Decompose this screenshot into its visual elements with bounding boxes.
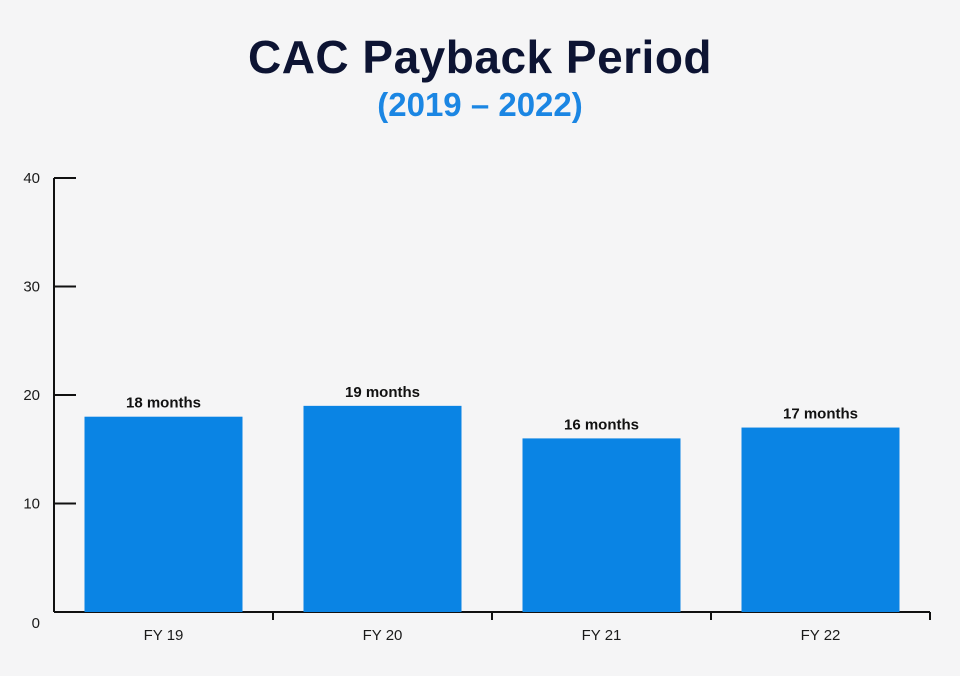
chart-title: CAC Payback Period <box>247 31 713 83</box>
y-tick-label: 10 <box>23 496 40 513</box>
chart-subtitle: (2019 – 2022) <box>377 86 583 123</box>
x-tick-label: FY 22 <box>801 627 841 644</box>
bar-data-label: 19 months <box>345 384 420 401</box>
x-tick-label: FY 19 <box>144 627 184 644</box>
bar <box>522 438 681 612</box>
x-tick-label: FY 20 <box>363 627 403 644</box>
bar <box>303 405 462 612</box>
x-tick-label: FY 21 <box>582 627 622 644</box>
bar <box>741 427 900 612</box>
y-tick-label: 40 <box>23 170 40 187</box>
bar-data-label: 17 months <box>783 406 858 423</box>
y-tick-label: 20 <box>23 387 40 404</box>
y-tick-label: 30 <box>23 279 40 296</box>
bar-data-label: 18 months <box>126 395 201 412</box>
y-tick-label: 0 <box>32 615 40 632</box>
bar <box>84 416 243 612</box>
bar-data-label: 16 months <box>564 416 639 433</box>
